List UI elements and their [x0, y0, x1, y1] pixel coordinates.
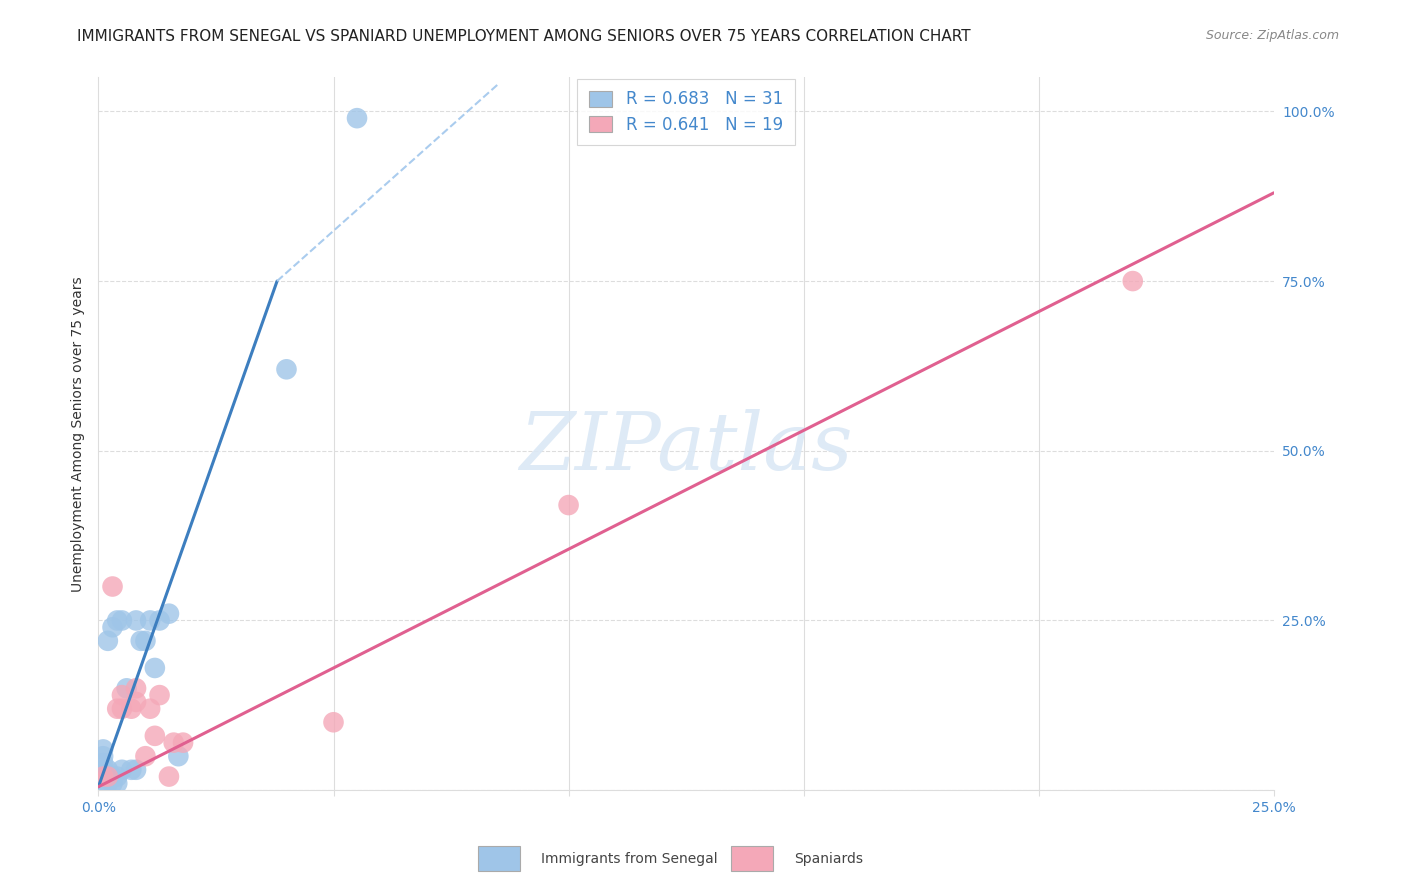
- Point: [346, 111, 368, 125]
- Text: Immigrants from Senegal: Immigrants from Senegal: [541, 852, 718, 865]
- Point: [97, 770, 120, 784]
- Point: [143, 661, 166, 675]
- Point: [105, 701, 128, 715]
- Point: [322, 715, 344, 730]
- Point: [125, 681, 148, 696]
- Point: [111, 614, 134, 628]
- Point: [120, 763, 142, 777]
- Point: [557, 498, 579, 512]
- Point: [157, 770, 180, 784]
- FancyBboxPatch shape: [731, 847, 773, 871]
- Point: [125, 614, 148, 628]
- Point: [125, 763, 148, 777]
- Point: [91, 749, 114, 764]
- Point: [105, 770, 128, 784]
- Text: ZIPatlas: ZIPatlas: [519, 409, 853, 487]
- Point: [91, 756, 114, 770]
- Point: [97, 770, 120, 784]
- Point: [91, 776, 114, 790]
- Point: [148, 688, 170, 702]
- Point: [276, 362, 298, 376]
- FancyBboxPatch shape: [478, 847, 520, 871]
- Point: [139, 701, 162, 715]
- Point: [143, 729, 166, 743]
- Point: [134, 749, 156, 764]
- Point: [111, 763, 134, 777]
- Point: [97, 776, 120, 790]
- Point: [101, 620, 124, 634]
- Point: [125, 695, 148, 709]
- Point: [134, 633, 156, 648]
- Text: IMMIGRANTS FROM SENEGAL VS SPANIARD UNEMPLOYMENT AMONG SENIORS OVER 75 YEARS COR: IMMIGRANTS FROM SENEGAL VS SPANIARD UNEM…: [77, 29, 972, 44]
- Text: Source: ZipAtlas.com: Source: ZipAtlas.com: [1205, 29, 1339, 42]
- Point: [163, 736, 186, 750]
- Point: [101, 580, 124, 594]
- Point: [157, 607, 180, 621]
- Text: Spaniards: Spaniards: [794, 852, 863, 865]
- Point: [172, 736, 194, 750]
- Point: [91, 763, 114, 777]
- Point: [101, 770, 124, 784]
- Point: [91, 742, 114, 756]
- Point: [97, 633, 120, 648]
- Point: [101, 776, 124, 790]
- Point: [139, 614, 162, 628]
- Point: [97, 763, 120, 777]
- Point: [111, 688, 134, 702]
- Point: [120, 701, 142, 715]
- Point: [1122, 274, 1144, 288]
- Legend: R = 0.683   N = 31, R = 0.641   N = 19: R = 0.683 N = 31, R = 0.641 N = 19: [578, 78, 794, 145]
- Point: [105, 614, 128, 628]
- Point: [91, 770, 114, 784]
- Point: [129, 633, 152, 648]
- Y-axis label: Unemployment Among Seniors over 75 years: Unemployment Among Seniors over 75 years: [72, 276, 86, 591]
- Point: [91, 770, 114, 784]
- Point: [148, 614, 170, 628]
- Point: [167, 749, 190, 764]
- Point: [115, 681, 138, 696]
- Point: [105, 776, 128, 790]
- Point: [111, 701, 134, 715]
